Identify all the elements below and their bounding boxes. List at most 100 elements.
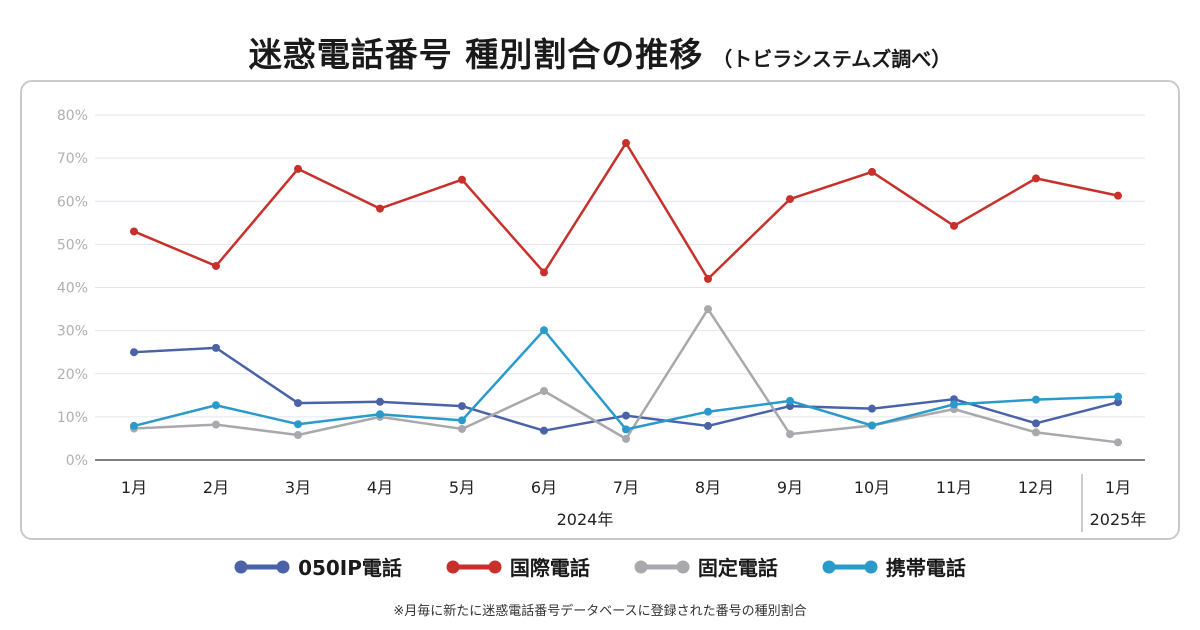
data-point	[294, 164, 302, 173]
legend-swatch-dot	[234, 560, 248, 573]
data-point	[786, 396, 794, 405]
series-1	[130, 139, 1122, 283]
data-point	[1114, 398, 1122, 407]
data-point	[458, 175, 466, 184]
data-point	[868, 404, 876, 413]
chart-frame	[20, 80, 1180, 540]
x-tick-label: 10月	[854, 478, 890, 497]
legend-item: 国際電話	[446, 552, 590, 581]
data-point	[294, 430, 302, 439]
data-point	[622, 139, 630, 148]
x-tick-label: 1月	[121, 478, 147, 497]
legend-item: 050IP電話	[234, 552, 402, 581]
data-point	[212, 343, 220, 352]
data-point	[950, 221, 958, 230]
line-chart: 0% 10% 20% 30% 40% 50% 60% 70% 80% 1月 2月 3月 4月 5月 6月 7…	[57, 108, 1146, 532]
legend-label: 携帯電話	[885, 556, 966, 580]
chart-legend: 050IP電話 国際電話 固定電話 携帯電話	[0, 552, 1200, 581]
series-3	[130, 326, 1122, 434]
data-point	[540, 326, 548, 335]
grid-lines	[95, 114, 1145, 418]
y-axis-ticks: 0% 10% 20% 30% 40% 50% 60% 70% 80%	[57, 108, 88, 469]
data-point	[376, 397, 384, 406]
data-point	[130, 421, 138, 430]
x-tick-label: 8月	[695, 478, 721, 497]
data-point	[1114, 191, 1122, 200]
data-point	[1032, 395, 1040, 404]
legend-swatch-dot	[864, 560, 878, 573]
legend-swatch-dot	[276, 560, 290, 573]
x-tick-label: 3月	[285, 478, 311, 497]
data-point	[704, 305, 712, 314]
series-lines	[130, 139, 1122, 447]
x-axis-ticks: 1月 2月 3月 4月 5月 6月 7月 8月 9月 10月 11月 12月 1月	[121, 478, 1131, 497]
data-point	[868, 167, 876, 176]
data-point	[868, 421, 876, 430]
data-point	[1114, 438, 1122, 447]
data-point	[704, 407, 712, 416]
data-point	[540, 426, 548, 435]
y-tick-label: 40%	[57, 281, 88, 297]
x-tick-label: 6月	[531, 478, 557, 497]
y-tick-label: 60%	[57, 194, 88, 210]
data-point	[950, 400, 958, 409]
legend-swatch-dot	[676, 560, 690, 573]
data-point	[704, 421, 712, 430]
data-point	[1032, 428, 1040, 437]
data-point	[294, 399, 302, 408]
legend-item: 固定電話	[634, 552, 778, 581]
y-tick-label: 80%	[57, 108, 88, 124]
chart-title: 迷惑電話番号 種別割合の推移 （トビラシステムズ調べ）	[0, 28, 1200, 76]
x-tick-label: 4月	[367, 478, 393, 497]
legend-swatch-dot	[634, 560, 648, 573]
legend-label: 国際電話	[509, 556, 590, 580]
y-tick-label: 10%	[57, 410, 88, 426]
data-point	[786, 430, 794, 439]
data-point	[130, 227, 138, 236]
data-point	[212, 261, 220, 270]
data-point	[212, 420, 220, 429]
series-0	[130, 343, 1122, 435]
x-tick-label: 12月	[1018, 478, 1054, 497]
data-point	[376, 410, 384, 419]
y-tick-label: 50%	[57, 237, 88, 253]
data-point	[1032, 174, 1040, 183]
data-point	[786, 195, 794, 204]
data-point	[622, 411, 630, 420]
data-point	[458, 402, 466, 411]
data-point	[458, 424, 466, 433]
x-tick-label: 2月	[203, 478, 229, 497]
data-point	[376, 204, 384, 213]
legend-swatch-dot	[446, 560, 460, 573]
chart-title-sub: （トビラシステムズ調べ）	[712, 47, 952, 71]
data-point	[540, 268, 548, 277]
legend-swatch	[446, 560, 502, 573]
data-point	[622, 425, 630, 434]
year-label: 2024年	[557, 510, 614, 529]
year-labels: 2024年 2025年	[557, 474, 1146, 532]
data-point	[540, 387, 548, 395]
legend-label: 050IP電話	[298, 556, 402, 580]
series-2	[130, 305, 1122, 447]
legend-swatch	[634, 560, 690, 573]
legend-swatch	[234, 560, 290, 573]
data-point	[1032, 419, 1040, 428]
series-line	[133, 141, 1119, 281]
legend-swatch	[822, 560, 878, 573]
legend-swatch-dot	[822, 560, 836, 573]
x-tick-label: 11月	[936, 478, 972, 497]
legend-item: 携帯電話	[822, 552, 966, 581]
x-tick-label: 5月	[449, 478, 475, 497]
data-point	[212, 401, 220, 410]
data-point	[1114, 392, 1122, 401]
y-tick-label: 30%	[57, 324, 88, 340]
data-point	[130, 348, 138, 357]
y-tick-label: 20%	[57, 367, 88, 383]
chart-title-main: 迷惑電話番号 種別割合の推移	[248, 35, 704, 74]
x-tick-label: 7月	[613, 478, 639, 497]
y-tick-label: 70%	[57, 151, 88, 167]
x-tick-label: 9月	[777, 478, 803, 497]
footnote: ※月毎に新たに迷惑電話番号データベースに登録された番号の種別割合	[393, 604, 807, 619]
series-line	[133, 307, 1119, 444]
legend-label: 固定電話	[697, 556, 778, 580]
